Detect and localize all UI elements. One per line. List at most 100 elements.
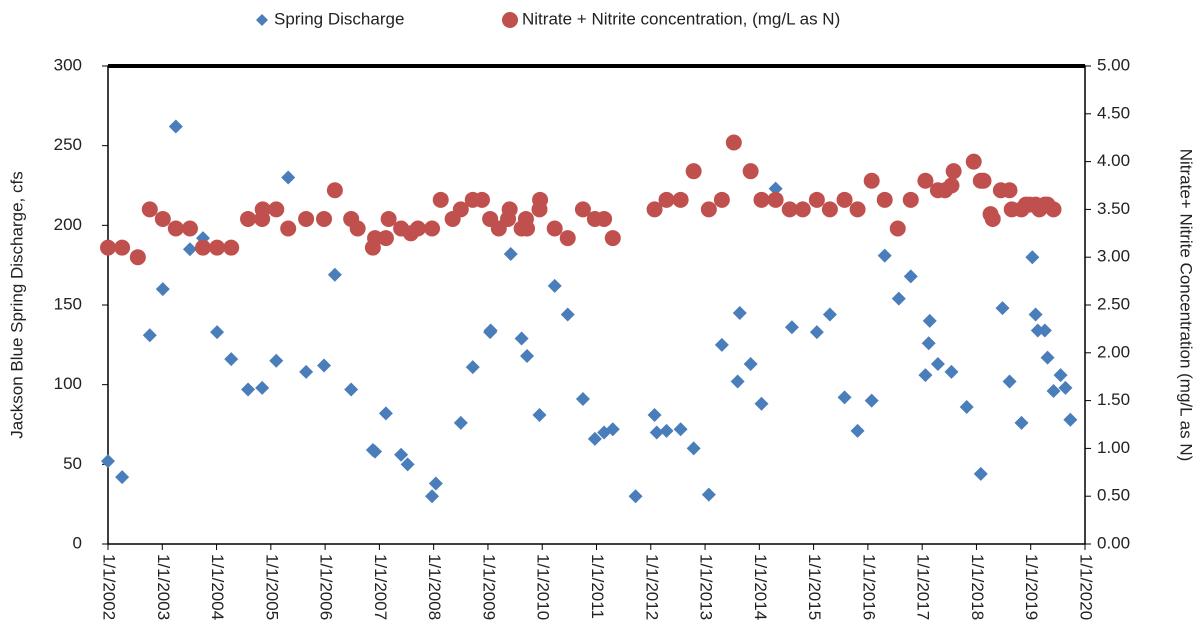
data-point <box>281 170 296 185</box>
data-point <box>114 239 131 256</box>
data-point <box>889 220 906 237</box>
data-point <box>575 392 590 407</box>
data-point <box>700 201 717 218</box>
x-tick-label: 1/1/2007 <box>371 554 390 620</box>
y2-tick-label: 4.50 <box>1097 103 1130 122</box>
x-tick-label: 1/1/2011 <box>588 554 607 619</box>
data-point <box>378 406 393 421</box>
x-tick-label: 1/1/2002 <box>100 554 119 620</box>
data-point <box>995 301 1010 316</box>
data-point <box>503 247 518 262</box>
data-point <box>194 239 211 256</box>
data-point <box>142 328 157 343</box>
data-point <box>559 230 576 247</box>
y2-tick-label: 2.50 <box>1097 294 1130 313</box>
data-point <box>605 422 620 437</box>
data-point <box>182 242 197 257</box>
data-point <box>394 447 409 462</box>
data-point <box>943 177 960 194</box>
data-point <box>646 201 663 218</box>
x-tick-label: 1/1/2018 <box>968 554 987 620</box>
data-point <box>768 181 783 196</box>
data-point <box>754 396 769 411</box>
data-point <box>672 191 689 208</box>
data-point <box>984 210 1001 227</box>
y2-tick-label: 0.50 <box>1097 486 1130 505</box>
data-point <box>1028 307 1043 322</box>
y-tick-label: 300 <box>54 55 82 74</box>
data-point <box>155 282 170 297</box>
x-tick-label: 1/1/2012 <box>642 554 661 620</box>
x-tick-label: 1/1/2008 <box>425 554 444 620</box>
data-point <box>649 425 664 440</box>
data-point <box>532 407 547 422</box>
data-point <box>973 466 988 481</box>
data-point <box>1030 323 1045 338</box>
data-point <box>1045 201 1062 218</box>
data-point <box>753 191 770 208</box>
x-tick-label: 1/1/2016 <box>859 554 878 620</box>
data-point <box>380 210 397 227</box>
data-point <box>269 353 284 368</box>
data-point <box>864 393 879 408</box>
data-point <box>628 489 643 504</box>
data-point <box>965 153 982 170</box>
data-point <box>850 423 865 438</box>
data-point <box>432 191 449 208</box>
data-point <box>822 307 837 322</box>
data-point <box>781 201 798 218</box>
x-tick-label: 1/1/2014 <box>751 554 770 620</box>
data-point <box>141 201 158 218</box>
data-point <box>821 201 838 218</box>
data-point <box>1014 415 1029 430</box>
data-point <box>917 172 934 189</box>
data-point <box>742 163 759 180</box>
data-point <box>918 368 933 383</box>
data-point <box>837 390 852 405</box>
data-point <box>922 313 937 328</box>
data-point <box>596 210 613 227</box>
y2-tick-label: 4.00 <box>1097 151 1130 170</box>
data-point <box>349 220 366 237</box>
data-point <box>560 307 575 322</box>
data-point <box>1037 323 1052 338</box>
data-point <box>767 191 784 208</box>
data-point <box>1040 350 1055 365</box>
data-point <box>268 201 285 218</box>
x-tick-label: 1/1/2010 <box>534 554 553 620</box>
legend-label: Spring Discharge <box>274 9 404 28</box>
data-point <box>240 210 257 227</box>
data-point <box>743 356 758 371</box>
data-point <box>686 441 701 456</box>
plot-area <box>107 65 1086 545</box>
data-point <box>808 191 825 208</box>
data-point <box>101 454 115 469</box>
data-point <box>377 230 394 247</box>
data-point <box>1063 412 1078 427</box>
legend-label: Nitrate + Nitrite concentration, (mg/L a… <box>522 9 840 28</box>
x-tick-label: 1/1/2004 <box>208 554 227 620</box>
data-point <box>520 348 535 363</box>
data-point <box>298 210 315 227</box>
y-tick-label: 150 <box>54 294 82 313</box>
data-point <box>732 305 747 320</box>
data-point <box>181 220 198 237</box>
data-point <box>209 239 226 256</box>
data-point <box>849 201 866 218</box>
legend-marker <box>502 12 518 28</box>
data-point <box>223 239 240 256</box>
data-point <box>1046 384 1061 399</box>
data-point <box>863 172 880 189</box>
y-axis-title: Jackson Blue Spring Discharge, cfs <box>7 171 26 438</box>
data-point <box>255 380 270 395</box>
data-point <box>547 278 562 293</box>
data-point <box>409 220 426 237</box>
data-point <box>587 431 602 446</box>
y2-tick-label: 2.00 <box>1097 342 1130 361</box>
data-point <box>574 201 591 218</box>
x-tick-label: 1/1/2020 <box>1077 554 1096 620</box>
data-point <box>836 191 853 208</box>
data-point <box>685 163 702 180</box>
data-point <box>326 182 343 199</box>
data-point <box>891 291 906 306</box>
